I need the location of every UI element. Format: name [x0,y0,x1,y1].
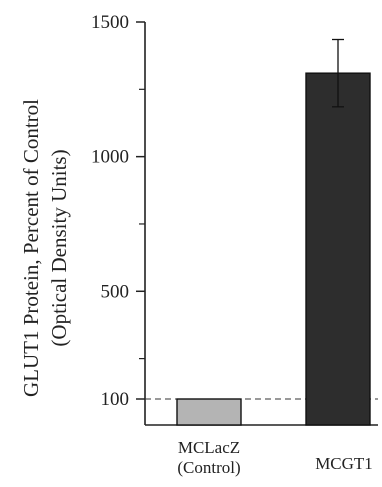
y-tick-label-1500: 1500 [91,12,129,33]
y-axis-title-line-2: (Optical Density Units) [47,149,71,346]
bar-mcgt1 [305,72,371,426]
y-tick-label-1000: 1000 [91,147,129,168]
category-label-mclacz-line-1: MCLacZ [178,438,240,457]
y-axis-title: GLUT1 Protein, Percent of Control (Optic… [19,99,71,397]
y-tick-label-500: 500 [101,281,130,302]
bar-mclacz [176,398,242,426]
category-label-mcgt1-line-1: MCGT1 [315,454,373,473]
y-tick-label-100: 100 [101,389,130,410]
error-bar-mcgt1 [332,38,344,108]
y-axis-ticks: 100 500 1000 1500 [91,12,145,410]
category-labels: MCLacZ(Control) MCGT1 [177,438,372,477]
bars [176,72,371,426]
error-bars [332,38,344,108]
y-axis-title-line-1: GLUT1 Protein, Percent of Control [19,99,43,397]
category-label-mclacz-line-2: (Control) [177,458,240,477]
